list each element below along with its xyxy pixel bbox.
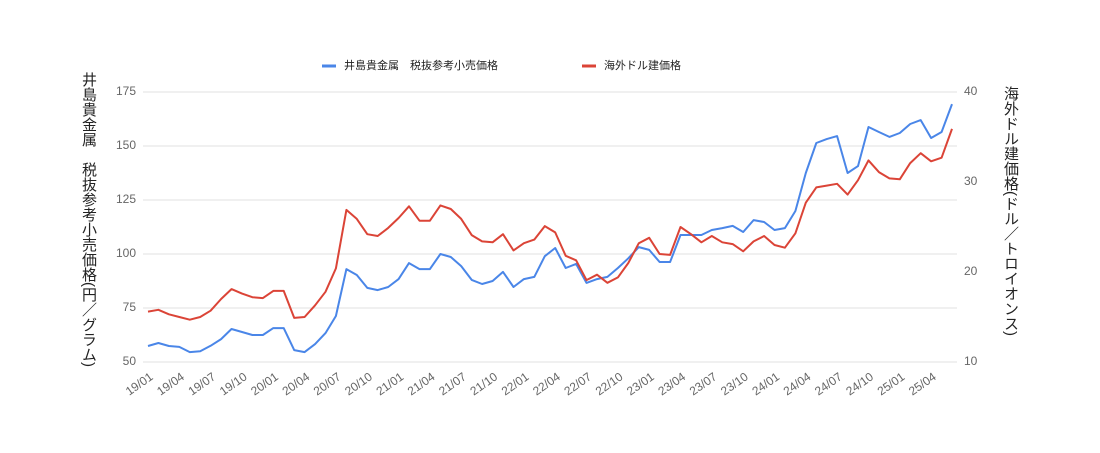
x-tick-label: 19/04 <box>154 369 187 398</box>
series-line <box>147 128 953 321</box>
x-tick-label: 24/07 <box>812 369 845 398</box>
y-tick-label: 125 <box>116 192 136 206</box>
series-line <box>147 103 953 354</box>
x-tick-label: 19/01 <box>123 369 156 398</box>
x-tick-label: 22/10 <box>593 369 626 398</box>
y2-tick-label: 30 <box>964 174 978 188</box>
x-tick-label: 22/04 <box>530 369 563 398</box>
y2-axis-title: 海外ドル建価格(ドル／トロイオンス) <box>1002 86 1019 336</box>
x-tick-label: 23/04 <box>655 369 688 398</box>
x-tick-label: 21/10 <box>467 369 500 398</box>
x-tick-label: 24/04 <box>781 369 814 398</box>
x-tick-label: 25/01 <box>875 369 908 398</box>
x-tick-label: 20/07 <box>311 369 344 398</box>
y-tick-label: 175 <box>116 84 136 98</box>
x-tick-label: 21/04 <box>405 369 438 398</box>
x-tick-label: 19/07 <box>186 369 219 398</box>
x-tick-label: 20/01 <box>248 369 281 398</box>
x-tick-label: 23/10 <box>718 369 751 398</box>
x-tick-label: 25/04 <box>906 369 939 398</box>
legend-label: 海外ドル建価格 <box>604 58 681 72</box>
x-tick-label: 22/01 <box>499 369 532 398</box>
x-tick-label: 19/10 <box>217 369 250 398</box>
y-tick-label: 50 <box>123 354 137 368</box>
y2-tick-label: 20 <box>964 264 978 278</box>
x-tick-label: 21/07 <box>436 369 469 398</box>
x-tick-label: 21/01 <box>374 369 407 398</box>
x-tick-label: 22/07 <box>561 369 594 398</box>
y-tick-label: 100 <box>116 246 136 260</box>
x-tick-label: 24/01 <box>749 369 782 398</box>
x-tick-label: 24/10 <box>843 369 876 398</box>
x-tick-label: 20/04 <box>280 369 313 398</box>
y-tick-label: 150 <box>116 138 136 152</box>
x-tick-label: 23/07 <box>687 369 720 398</box>
x-tick-label: 23/01 <box>624 369 657 398</box>
x-tick-label: 20/10 <box>342 369 375 398</box>
y-tick-label: 75 <box>123 300 137 314</box>
y-axis-title: 井島貴金属 税抜参考小売価格(円／グラム) <box>80 72 97 367</box>
y2-tick-label: 10 <box>964 354 978 368</box>
y2-tick-label: 40 <box>964 84 978 98</box>
legend-label: 井島貴金属 税抜参考小売価格 <box>344 58 498 72</box>
